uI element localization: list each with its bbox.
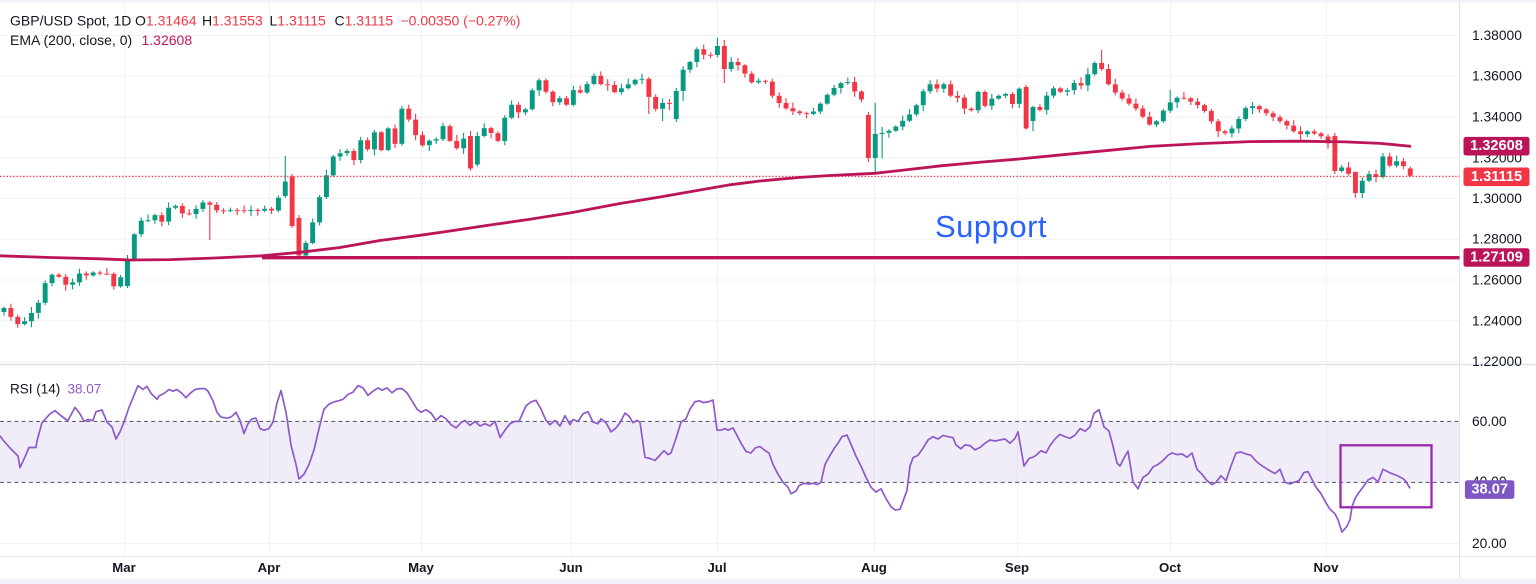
svg-text:May: May: [408, 560, 434, 575]
svg-text:1.34000: 1.34000: [1472, 110, 1522, 125]
svg-text:Jun: Jun: [559, 560, 582, 575]
svg-text:Aug: Aug: [861, 560, 887, 575]
svg-text:1.32608: 1.32608: [1470, 138, 1523, 154]
svg-text:1.30000: 1.30000: [1472, 191, 1522, 206]
svg-text:38.07: 38.07: [68, 382, 102, 397]
svg-text:60.00: 60.00: [1472, 414, 1507, 429]
svg-text:Nov: Nov: [1314, 560, 1340, 575]
svg-text:1.28000: 1.28000: [1472, 232, 1522, 247]
svg-text:L1.31115: L1.31115: [270, 13, 327, 29]
svg-text:1.32608: 1.32608: [142, 32, 193, 48]
svg-text:Jul: Jul: [707, 560, 726, 575]
svg-text:EMA (200, close, 0): EMA (200, close, 0): [10, 32, 132, 48]
svg-text:1.38000: 1.38000: [1472, 28, 1522, 43]
svg-text:Apr: Apr: [258, 560, 281, 575]
svg-text:Support: Support: [935, 209, 1047, 244]
svg-text:Sep: Sep: [1005, 560, 1029, 575]
svg-text:1.24000: 1.24000: [1472, 313, 1522, 328]
svg-text:1.31115: 1.31115: [1471, 169, 1522, 185]
svg-text:Mar: Mar: [112, 560, 135, 575]
svg-text:1.26000: 1.26000: [1472, 273, 1522, 288]
svg-text:GBP/USD Spot, 1D: GBP/USD Spot, 1D: [10, 13, 131, 29]
svg-text:20.00: 20.00: [1472, 536, 1507, 551]
svg-text:1.27109: 1.27109: [1470, 250, 1523, 266]
svg-text:H1.31553: H1.31553: [202, 13, 263, 29]
svg-text:O1.31464: O1.31464: [135, 13, 197, 29]
svg-text:−0.00350 (−0.27%): −0.00350 (−0.27%): [401, 13, 521, 29]
svg-text:1.36000: 1.36000: [1472, 69, 1522, 84]
svg-text:38.07: 38.07: [1471, 482, 1508, 498]
svg-text:C1.31115: C1.31115: [335, 13, 394, 29]
svg-text:RSI (14): RSI (14): [10, 382, 60, 397]
svg-text:1.22000: 1.22000: [1472, 354, 1522, 369]
svg-text:Oct: Oct: [1159, 560, 1182, 575]
